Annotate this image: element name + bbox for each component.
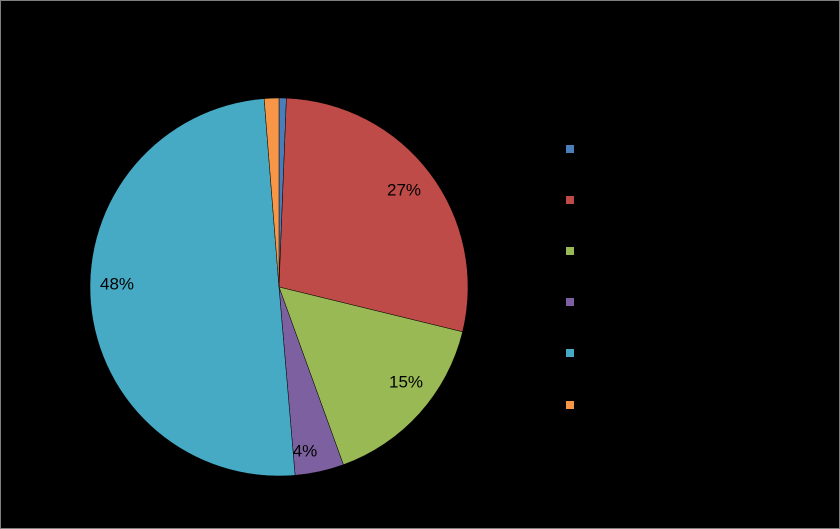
legend-swatch-3: [566, 247, 574, 255]
pie-slices: [89, 97, 469, 477]
pie-slice-3: [278, 286, 463, 466]
slice-label-4: 4%: [293, 441, 318, 460]
slice-labels: 27% 15% 4% 48%: [100, 180, 423, 460]
slice-label-2: 27%: [387, 180, 421, 199]
legend-swatch-6: [566, 401, 574, 409]
legend-swatch-5: [566, 349, 574, 357]
legend-swatch-1: [566, 145, 574, 153]
slice-label-5: 48%: [100, 274, 134, 293]
pie-slice-2: [278, 97, 469, 333]
slice-label-3: 15%: [389, 372, 423, 391]
pie-slice-6: [263, 97, 280, 288]
legend-swatch-4: [566, 298, 574, 306]
pie-slice-5: [89, 98, 296, 477]
legend-swatch-2: [566, 196, 574, 204]
